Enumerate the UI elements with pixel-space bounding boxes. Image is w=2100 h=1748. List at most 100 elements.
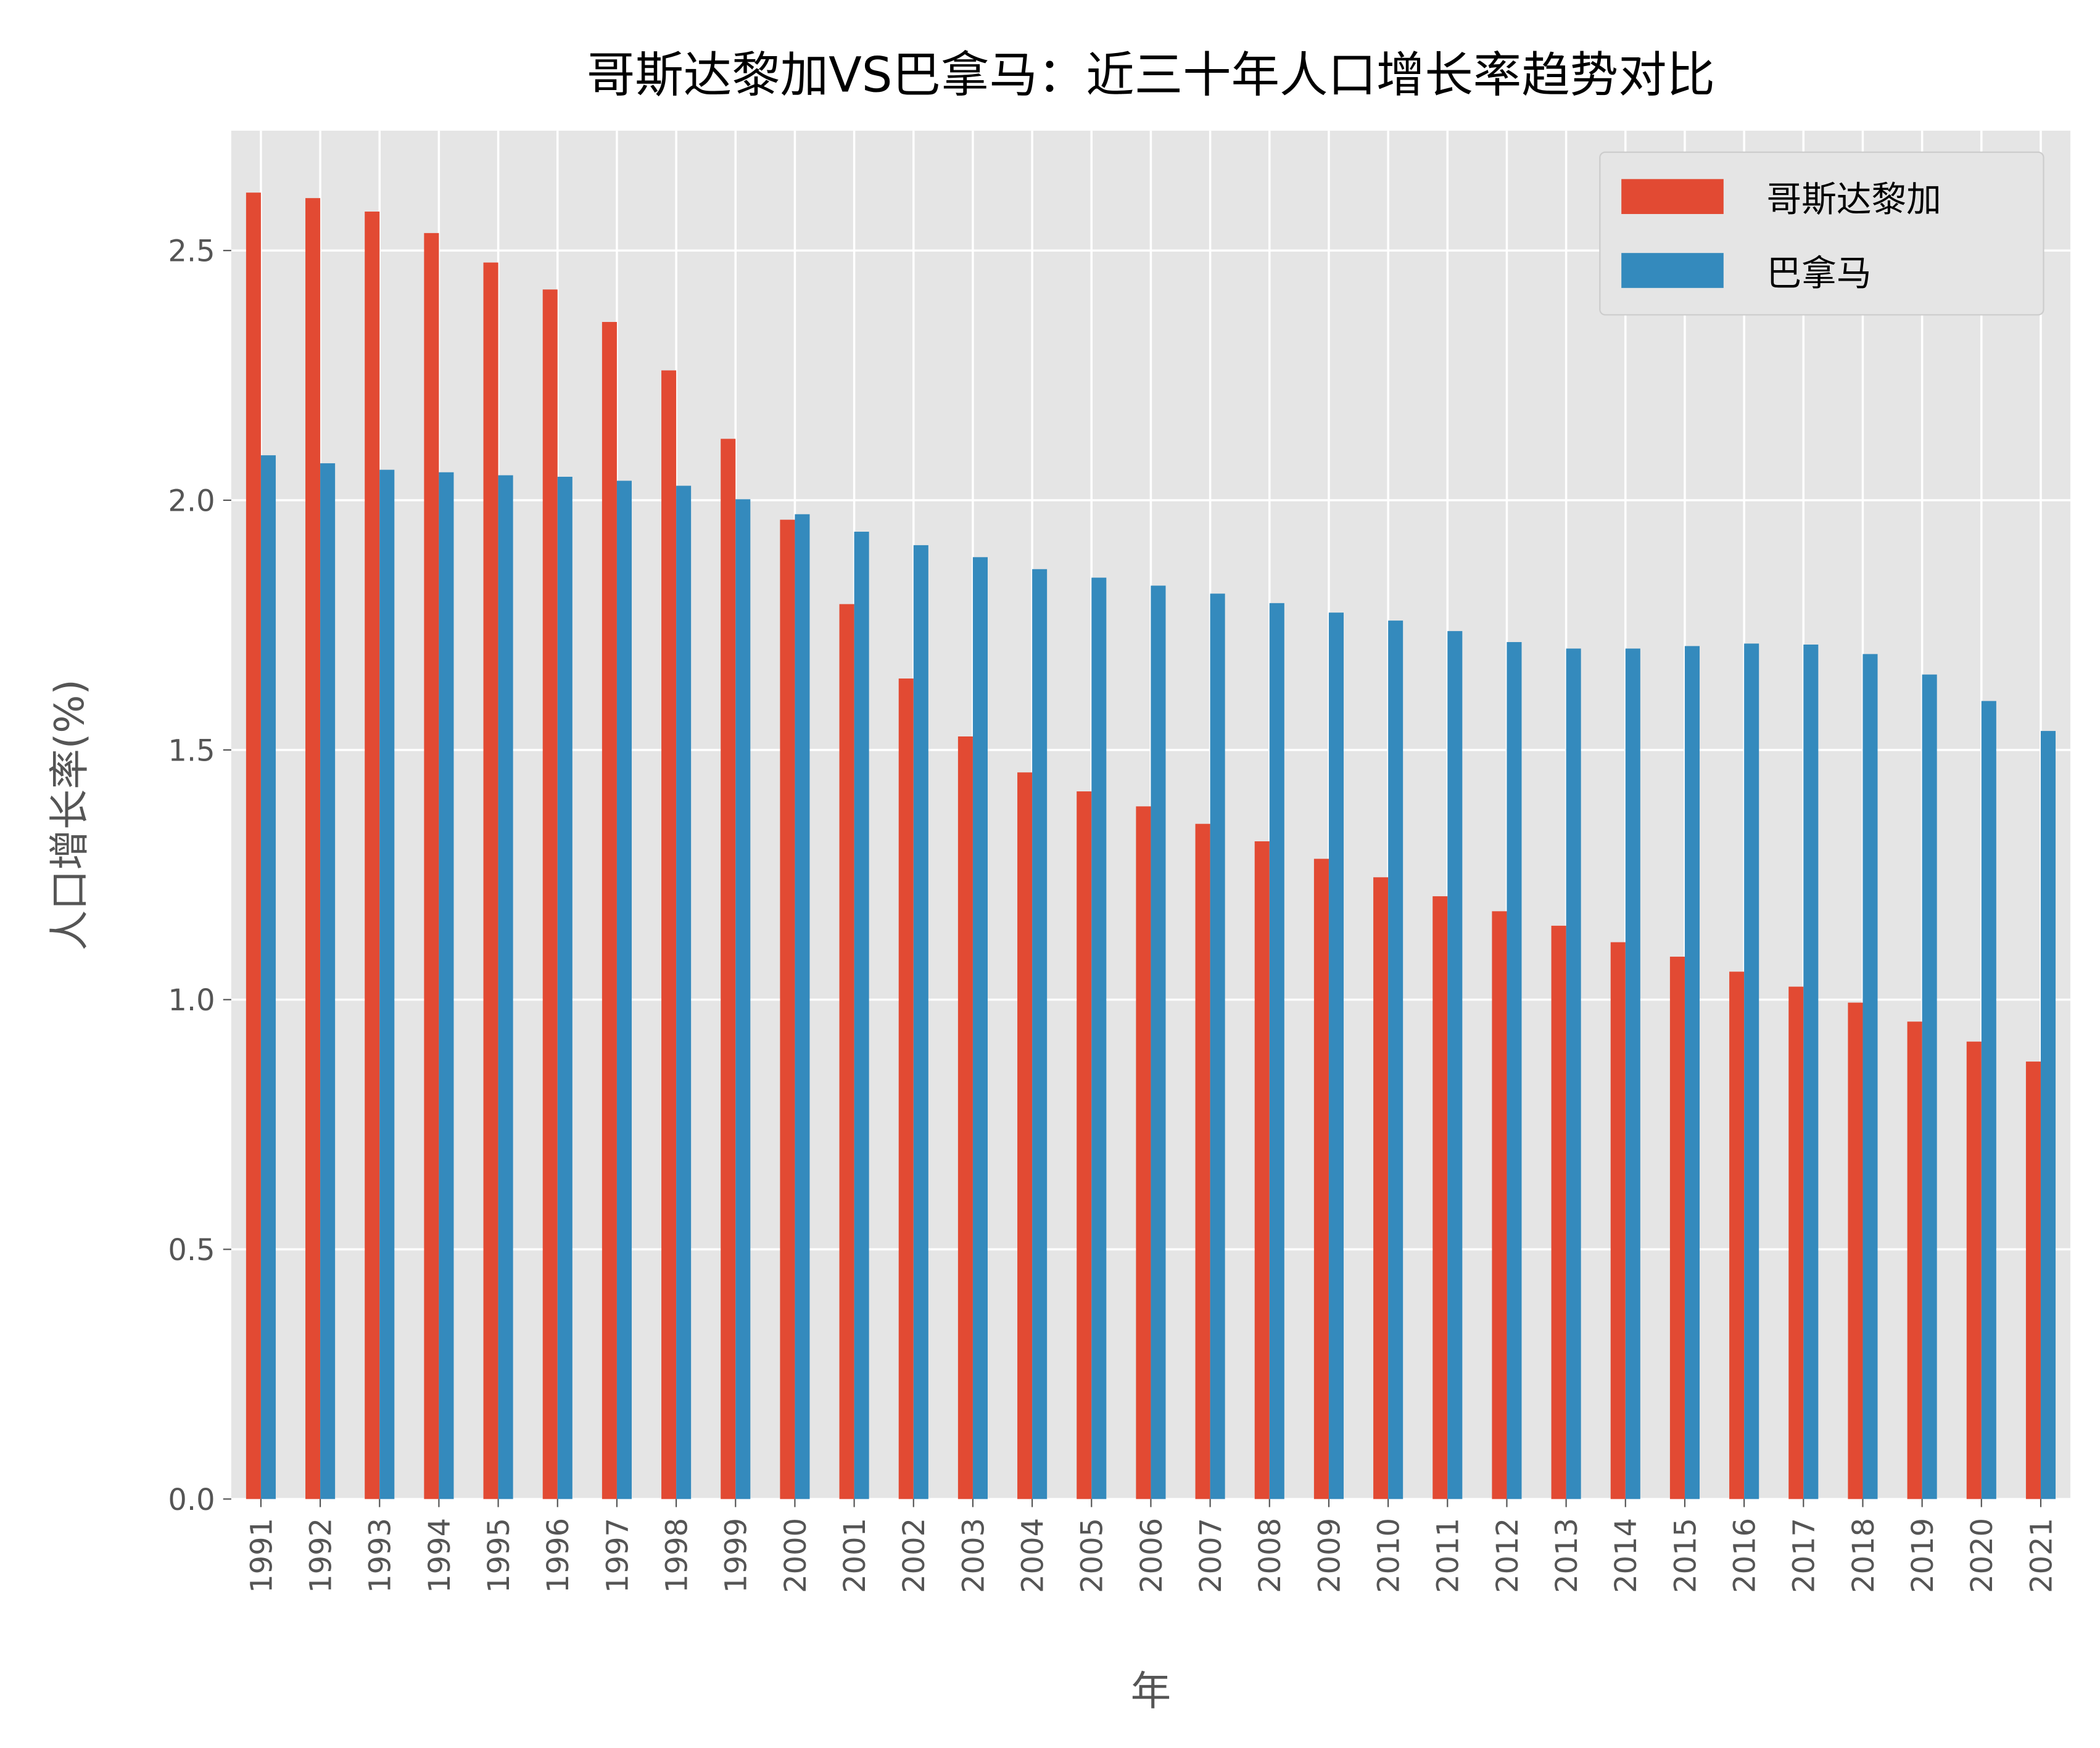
- x-tick-label: 2007: [1194, 1518, 1228, 1593]
- y-tick-label: 0.0: [168, 1483, 215, 1517]
- bar-panama-2012: [1507, 641, 1522, 1499]
- bar-costa-rica-2004: [1017, 772, 1033, 1499]
- x-tick-label: 1991: [245, 1518, 279, 1593]
- x-tick-label: 2003: [957, 1518, 991, 1593]
- x-tick-label: 1996: [542, 1518, 576, 1593]
- x-tick-label: 2009: [1313, 1518, 1347, 1593]
- x-tick-label: 2006: [1135, 1518, 1169, 1593]
- bar-costa-rica-1997: [601, 321, 617, 1499]
- bar-costa-rica-2000: [780, 519, 795, 1499]
- bar-panama-2017: [1803, 645, 1819, 1499]
- x-tick-label: 2014: [1610, 1518, 1643, 1593]
- bar-panama-1999: [735, 499, 751, 1499]
- x-tick-label: 1997: [601, 1518, 635, 1593]
- x-tick-label: 1995: [482, 1518, 516, 1593]
- x-tick-label: 2010: [1373, 1518, 1407, 1593]
- x-tick-label: 1993: [364, 1518, 398, 1593]
- x-tick-label: 2013: [1550, 1518, 1584, 1593]
- y-tick-label: 2.5: [168, 235, 215, 269]
- x-tick-label: 2008: [1254, 1518, 1288, 1593]
- x-tick-label: 1998: [661, 1518, 695, 1593]
- y-tick-label: 0.5: [168, 1234, 215, 1268]
- bar-costa-rica-2011: [1432, 896, 1448, 1499]
- bar-panama-1998: [676, 485, 692, 1499]
- bar-costa-rica-2017: [1788, 986, 1804, 1499]
- legend-swatch-panama: [1621, 253, 1724, 288]
- x-axis-label: 年: [1131, 1668, 1171, 1715]
- bar-costa-rica-1995: [483, 262, 498, 1499]
- bar-panama-2018: [1862, 654, 1878, 1499]
- bar-panama-2021: [2040, 731, 2056, 1499]
- x-tick-label: 2016: [1729, 1518, 1763, 1593]
- legend: 哥斯达黎加 巴拿马: [1599, 151, 2044, 316]
- bar-panama-2020: [1981, 701, 1996, 1499]
- bar-costa-rica-1994: [424, 233, 439, 1499]
- bar-costa-rica-2003: [957, 736, 973, 1499]
- legend-label-costa-rica: 哥斯达黎加: [1767, 179, 1941, 220]
- bar-costa-rica-2014: [1610, 942, 1626, 1499]
- bar-panama-2006: [1151, 585, 1166, 1499]
- bar-panama-2015: [1684, 646, 1700, 1499]
- bar-panama-1992: [320, 463, 336, 1499]
- x-tick-label: 1994: [423, 1518, 457, 1593]
- x-tick-label: 1999: [720, 1518, 754, 1593]
- bar-costa-rica-2019: [1907, 1021, 1922, 1499]
- bar-costa-rica-2006: [1136, 806, 1151, 1499]
- bar-panama-2019: [1922, 674, 1937, 1499]
- bar-panama-2009: [1328, 612, 1344, 1499]
- bar-panama-2007: [1210, 593, 1225, 1499]
- bar-panama-1993: [379, 469, 395, 1499]
- bar-costa-rica-2021: [2025, 1062, 2041, 1499]
- x-tick-label: 2015: [1669, 1518, 1703, 1593]
- legend-swatch-costa-rica: [1621, 179, 1724, 214]
- x-tick-label: 2002: [898, 1518, 932, 1593]
- bar-panama-1997: [616, 480, 632, 1499]
- bar-costa-rica-2015: [1669, 957, 1685, 1499]
- bar-panama-2013: [1566, 648, 1581, 1499]
- y-axis-label: 人口增长率(%): [46, 679, 93, 950]
- bar-costa-rica-1999: [721, 439, 736, 1499]
- bar-panama-2003: [972, 557, 988, 1499]
- bar-panama-1994: [439, 472, 454, 1499]
- bar-costa-rica-2008: [1254, 841, 1270, 1499]
- bar-panama-2004: [1032, 569, 1048, 1499]
- bar-panama-2000: [795, 514, 810, 1499]
- bar-panama-2011: [1447, 631, 1463, 1499]
- bar-panama-2002: [913, 545, 928, 1499]
- chart-title: 哥斯达黎加VS巴拿马：近三十年人口增长率趋势对比: [587, 47, 1715, 104]
- x-tick-label: 2018: [1847, 1518, 1881, 1593]
- x-tick-label: 2017: [1788, 1518, 1822, 1593]
- y-tick-label: 2.0: [168, 484, 215, 518]
- bar-panama-2016: [1744, 643, 1759, 1499]
- x-tick-label: 2020: [1966, 1518, 1999, 1593]
- bar-costa-rica-1992: [305, 198, 321, 1499]
- y-tick-label: 1.0: [168, 984, 215, 1018]
- bar-costa-rica-2005: [1077, 791, 1092, 1499]
- bar-panama-1991: [260, 455, 276, 1499]
- x-tick-label: 2012: [1491, 1518, 1525, 1593]
- bar-costa-rica-1998: [661, 370, 677, 1499]
- bar-costa-rica-1996: [542, 289, 558, 1499]
- x-tick-label: 2011: [1432, 1518, 1466, 1593]
- bar-costa-rica-2012: [1492, 911, 1507, 1499]
- bar-panama-2010: [1388, 620, 1403, 1499]
- bar-panama-2005: [1091, 577, 1107, 1499]
- x-tick-label: 2004: [1017, 1518, 1051, 1593]
- bar-panama-1995: [498, 475, 513, 1499]
- bar-costa-rica-2001: [839, 604, 854, 1499]
- x-tick-label: 2005: [1076, 1518, 1110, 1593]
- bar-costa-rica-1991: [246, 192, 261, 1499]
- bar-costa-rica-2018: [1848, 1002, 1863, 1499]
- bar-costa-rica-1993: [365, 212, 380, 1499]
- x-tick-label: 2000: [779, 1518, 813, 1593]
- bar-costa-rica-2013: [1551, 925, 1566, 1499]
- bar-panama-1996: [557, 476, 573, 1499]
- bar-costa-rica-2009: [1313, 859, 1329, 1499]
- x-tick-label: 2019: [1906, 1518, 1940, 1593]
- bar-costa-rica-2016: [1729, 971, 1745, 1499]
- bar-costa-rica-2007: [1195, 823, 1210, 1499]
- bar-panama-2014: [1625, 648, 1640, 1499]
- bar-panama-2001: [854, 532, 869, 1499]
- bar-costa-rica-2020: [1966, 1041, 1982, 1499]
